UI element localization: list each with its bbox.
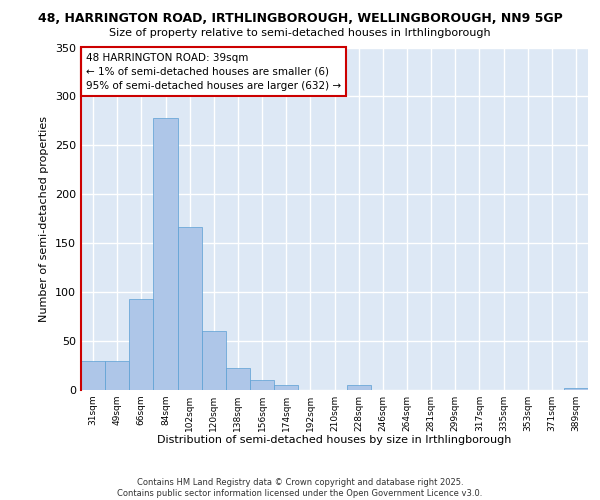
Bar	[105, 360, 129, 390]
Bar	[202, 332, 226, 390]
Bar	[250, 380, 274, 390]
Bar	[274, 385, 298, 390]
Y-axis label: Number of semi-detached properties: Number of semi-detached properties	[40, 116, 49, 322]
Text: 48 HARRINGTON ROAD: 39sqm
← 1% of semi-detached houses are smaller (6)
95% of se: 48 HARRINGTON ROAD: 39sqm ← 1% of semi-d…	[86, 52, 341, 90]
Text: 48, HARRINGTON ROAD, IRTHLINGBOROUGH, WELLINGBOROUGH, NN9 5GP: 48, HARRINGTON ROAD, IRTHLINGBOROUGH, WE…	[38, 12, 562, 26]
Bar	[564, 388, 588, 390]
Bar	[129, 299, 154, 390]
X-axis label: Distribution of semi-detached houses by size in Irthlingborough: Distribution of semi-detached houses by …	[157, 436, 512, 446]
Bar	[178, 226, 202, 390]
Bar	[226, 368, 250, 390]
Bar	[81, 360, 105, 390]
Text: Size of property relative to semi-detached houses in Irthlingborough: Size of property relative to semi-detach…	[109, 28, 491, 38]
Bar	[154, 118, 178, 390]
Text: Contains HM Land Registry data © Crown copyright and database right 2025.
Contai: Contains HM Land Registry data © Crown c…	[118, 478, 482, 498]
Bar	[347, 385, 371, 390]
